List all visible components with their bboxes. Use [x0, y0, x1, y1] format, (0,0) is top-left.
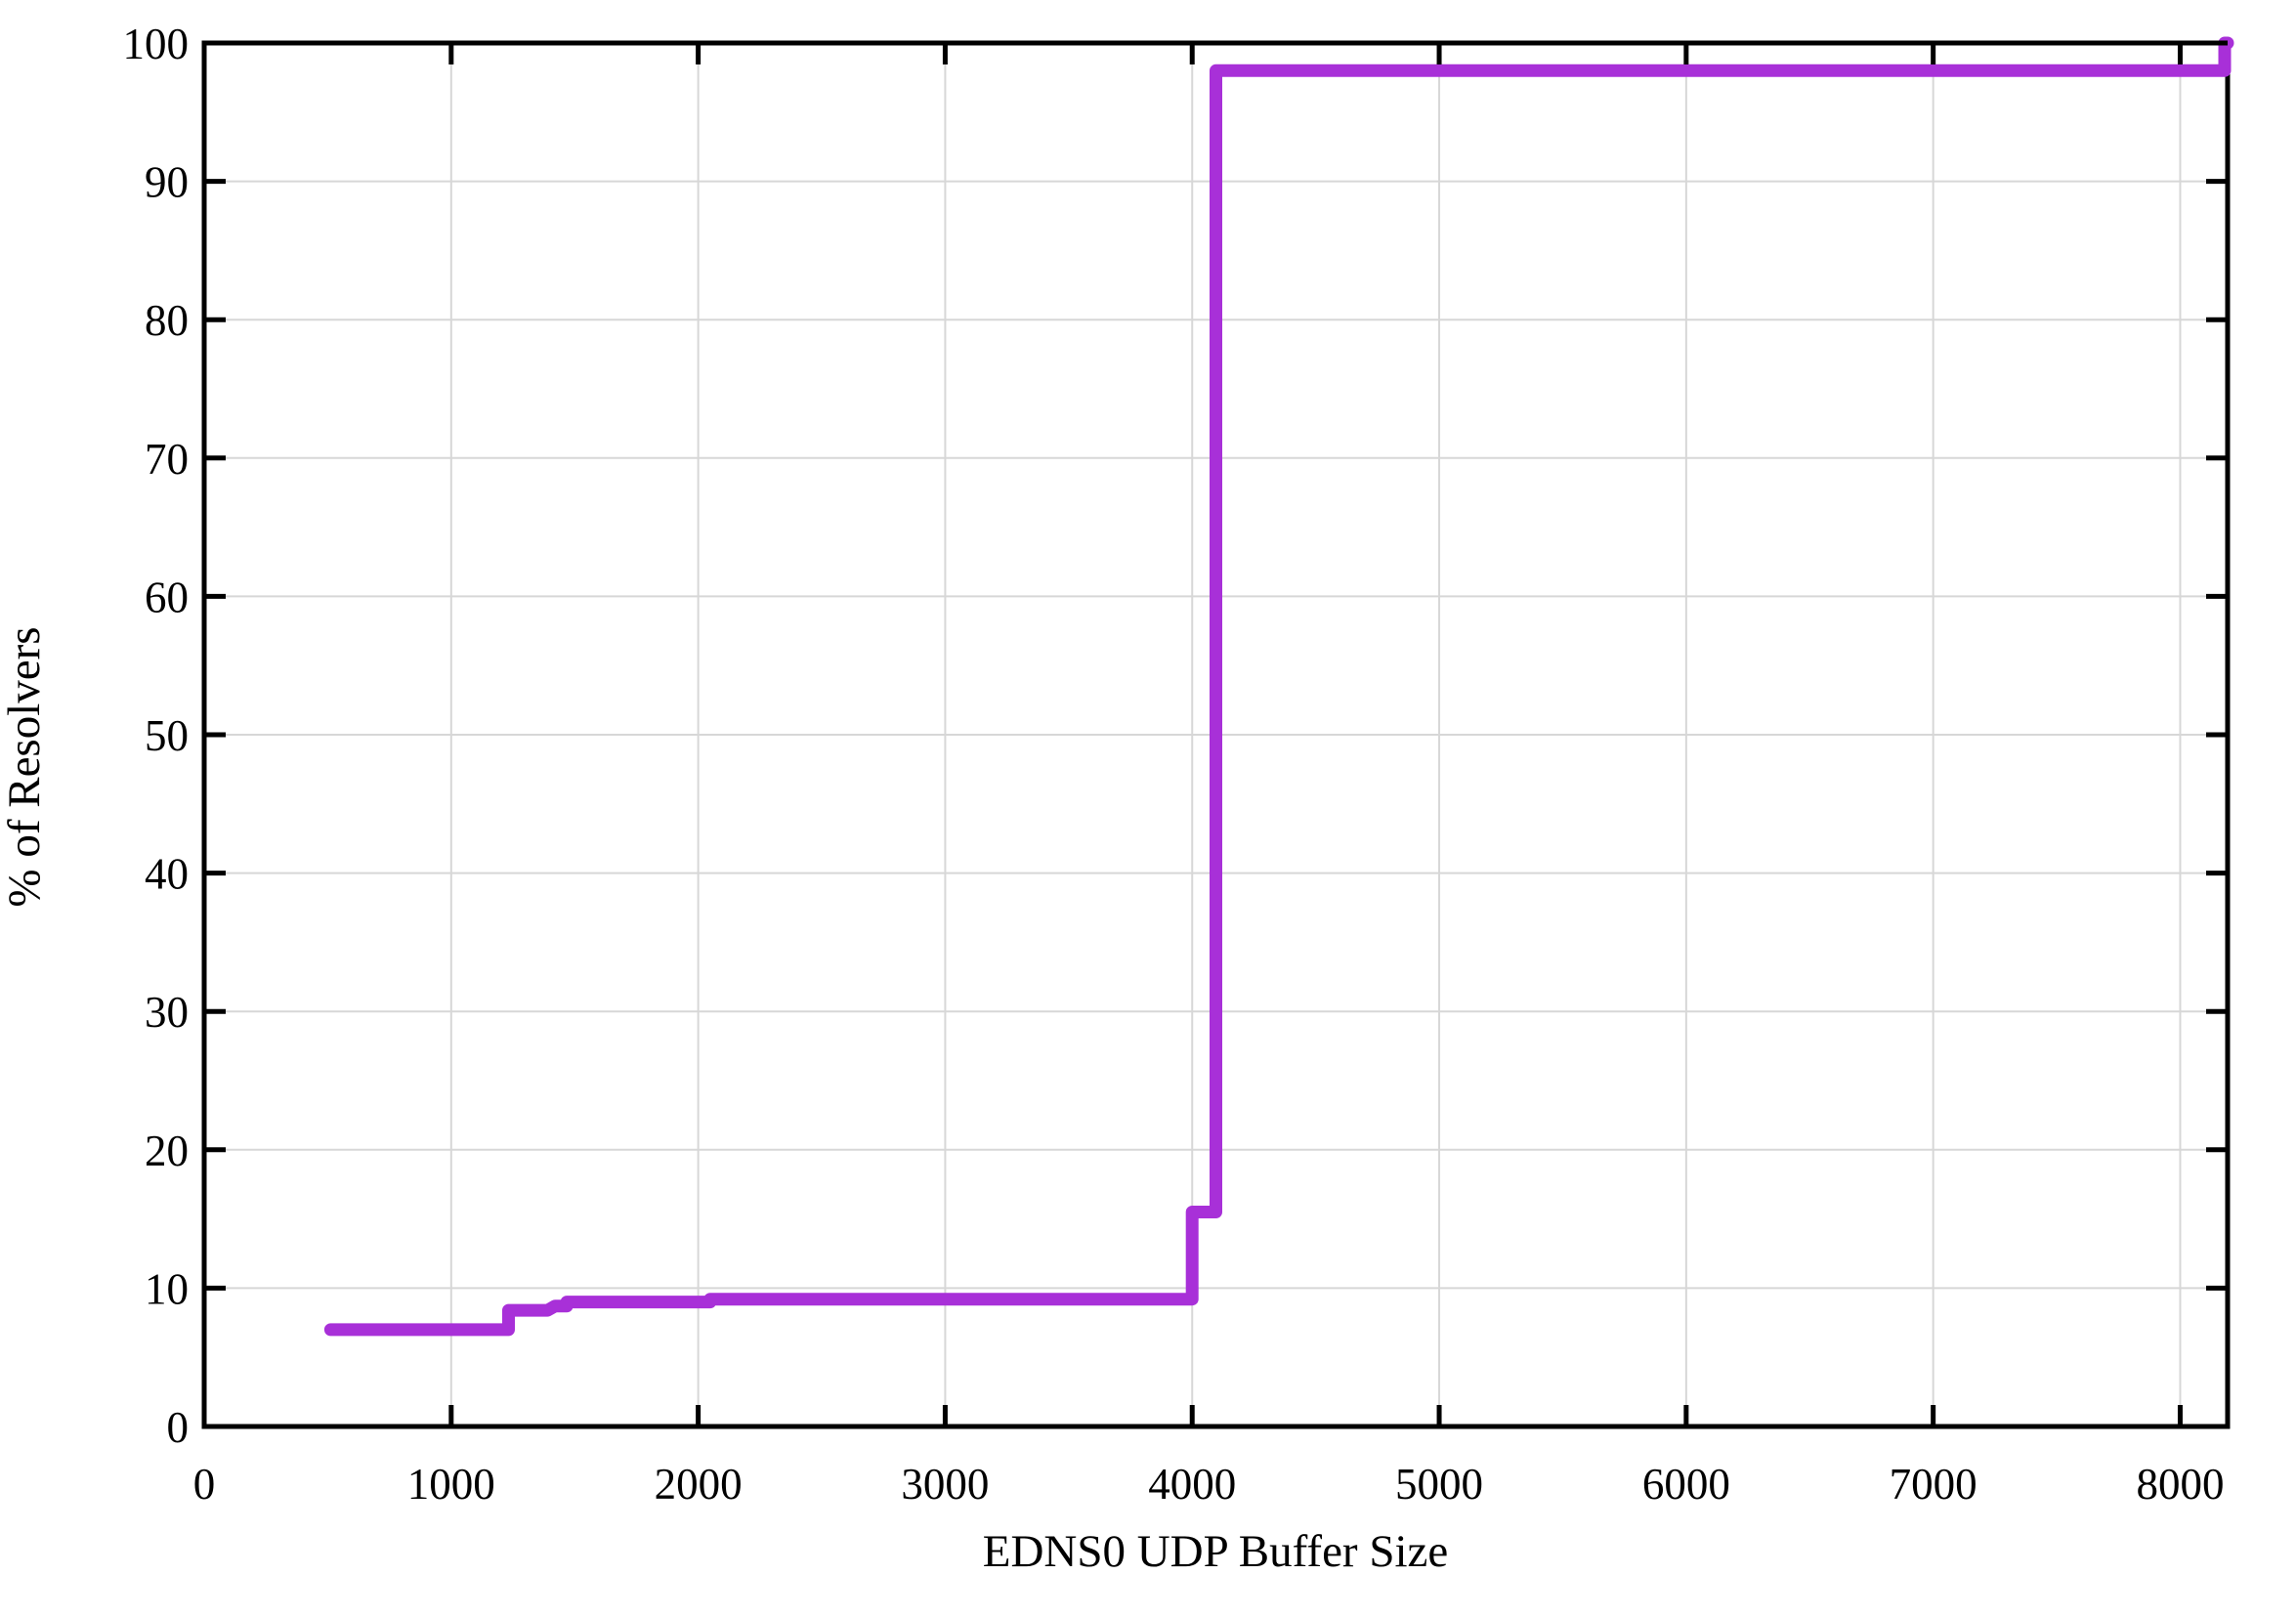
- y-tick-label-20: 20: [145, 1127, 189, 1175]
- x-axis-title: EDNS0 UDP Buffer Size: [983, 1526, 1449, 1577]
- curve-resolvers-cdf: [323, 36, 2234, 1337]
- y-tick-label-100: 100: [123, 20, 190, 68]
- x-tick-label-3000: 3000: [901, 1460, 989, 1509]
- y-tick-label-90: 90: [145, 158, 189, 207]
- x-tick-label-1000: 1000: [407, 1460, 495, 1509]
- y-tick-label-80: 80: [145, 296, 189, 345]
- x-tick-label-6000: 6000: [1642, 1460, 1730, 1509]
- x-tick-label-7000: 7000: [1890, 1460, 1977, 1509]
- x-tick-label-2000: 2000: [655, 1460, 743, 1509]
- x-tick-label-8000: 8000: [2136, 1460, 2224, 1509]
- y-axis-title: % of Resolvers: [0, 626, 50, 907]
- y-tick-label-70: 70: [145, 435, 189, 484]
- y-tick-label-10: 10: [145, 1264, 189, 1313]
- x-tick-label-0: 0: [193, 1460, 216, 1509]
- tick-layer: [201, 40, 2228, 1429]
- y-tick-label-60: 60: [145, 573, 189, 621]
- y-tick-label-30: 30: [145, 988, 189, 1037]
- tick-label-layer: 0 1000 2000 3000 4000 5000 6000 7000 8000 0 10 20 30…: [123, 20, 2225, 1509]
- x-tick-label-5000: 5000: [1395, 1460, 1483, 1509]
- y-tick-label-0: 0: [167, 1403, 190, 1452]
- curve-layer: [323, 36, 2234, 1337]
- y-tick-label-40: 40: [145, 850, 189, 899]
- x-tick-label-4000: 4000: [1148, 1460, 1236, 1509]
- y-tick-label-50: 50: [145, 711, 189, 760]
